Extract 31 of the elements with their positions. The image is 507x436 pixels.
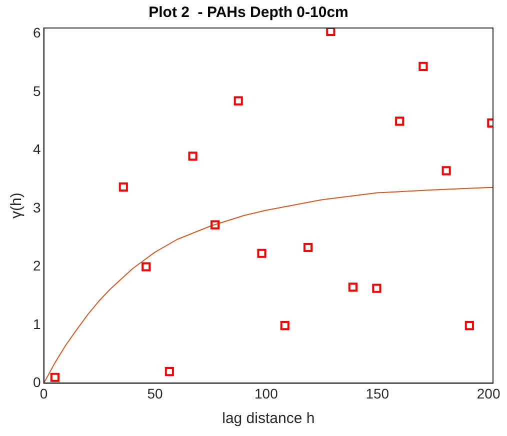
point xyxy=(280,321,290,330)
point xyxy=(142,262,151,272)
y-tick-label: 6 xyxy=(32,24,41,41)
x-tick-label: 50 xyxy=(147,385,163,402)
x-tick-label: 100 xyxy=(254,385,278,402)
point xyxy=(395,116,404,126)
point xyxy=(303,242,313,252)
point xyxy=(348,282,358,292)
point xyxy=(418,62,428,71)
point xyxy=(50,372,60,382)
x-tick-label: 150 xyxy=(366,385,390,402)
y-tick-label: 5 xyxy=(32,82,41,99)
y-tick-label: 2 xyxy=(32,258,41,274)
point xyxy=(234,96,243,106)
chart-title: Plot 2 - PAHs Depth 0-10cm xyxy=(148,4,348,22)
point xyxy=(257,248,266,258)
point xyxy=(118,182,128,192)
point xyxy=(188,152,198,161)
point xyxy=(326,28,336,36)
point xyxy=(210,220,220,230)
y-tick-label: 4 xyxy=(32,141,41,158)
y-tick-label: 3 xyxy=(32,199,41,216)
y-tick-label: 0 xyxy=(32,374,41,390)
point xyxy=(442,166,451,176)
x-tick-label: 200 xyxy=(476,385,500,402)
y-axis-title: γ(h) xyxy=(8,192,26,219)
point xyxy=(464,321,474,330)
y-tick-label: 1 xyxy=(32,316,41,332)
point xyxy=(164,367,174,376)
point xyxy=(372,284,382,293)
x-axis-title: lag distance h xyxy=(222,410,315,428)
